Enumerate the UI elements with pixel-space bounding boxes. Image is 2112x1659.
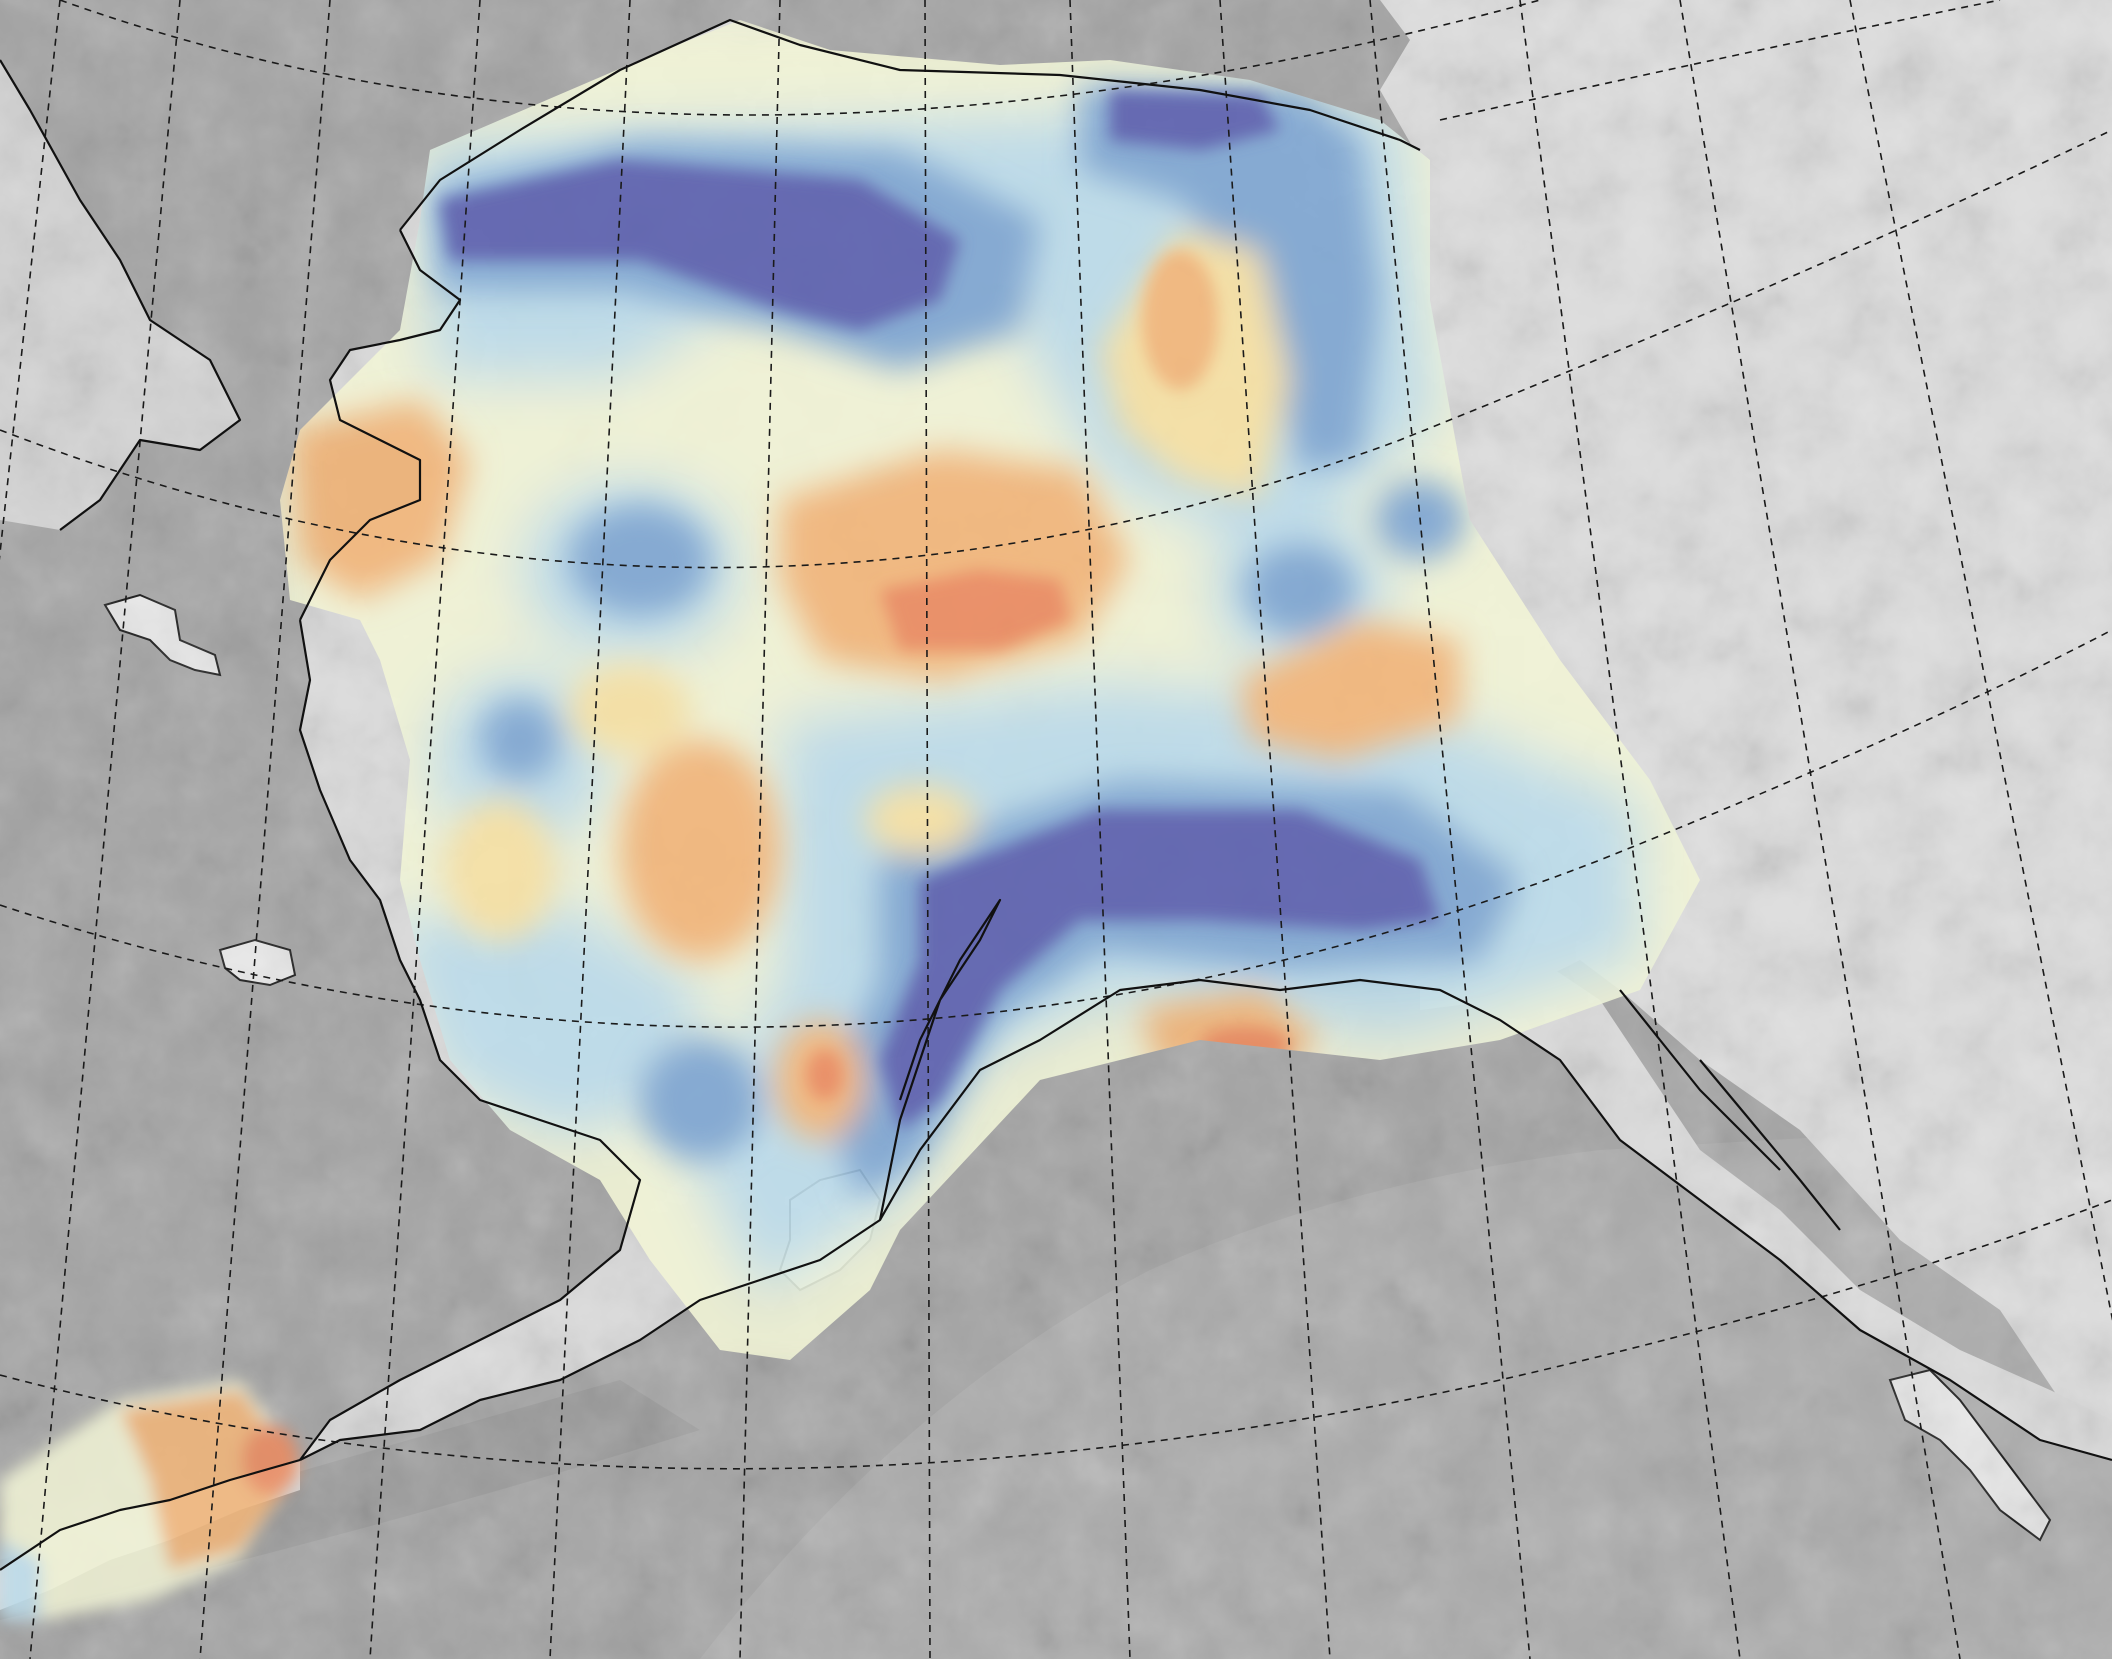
aleutian-coastline — [0, 1458, 301, 1571]
meridian-line — [1519, 0, 1741, 1659]
meridian-line — [924, 0, 931, 1659]
meridian-line — [549, 0, 631, 1659]
meridian-line — [1369, 0, 1531, 1659]
parallel-line — [0, 129, 2112, 569]
meridian-line — [739, 0, 781, 1659]
coastlines — [0, 18, 2112, 1571]
meridian-line — [1069, 0, 1131, 1659]
alaska-coastline — [298, 18, 2112, 1462]
meridian-line — [29, 0, 181, 1659]
contour-core — [440, 90, 1440, 1130]
siberia-coastline — [0, 59, 242, 531]
meridian-line — [369, 0, 481, 1659]
meridian-line — [199, 0, 331, 1659]
meridian-line — [1849, 0, 2112, 1322]
parallel-line — [0, 629, 2112, 1028]
cook-inlet-coastline — [878, 898, 1002, 1221]
parallel-line — [59, 0, 1541, 116]
se-alaska-coastline — [1619, 989, 1841, 1231]
meridian-line — [0, 0, 61, 561]
meridian-line — [1219, 0, 1331, 1659]
parallel-line — [1439, 0, 2001, 121]
aleutian-contour-patch — [0, 1380, 300, 1620]
